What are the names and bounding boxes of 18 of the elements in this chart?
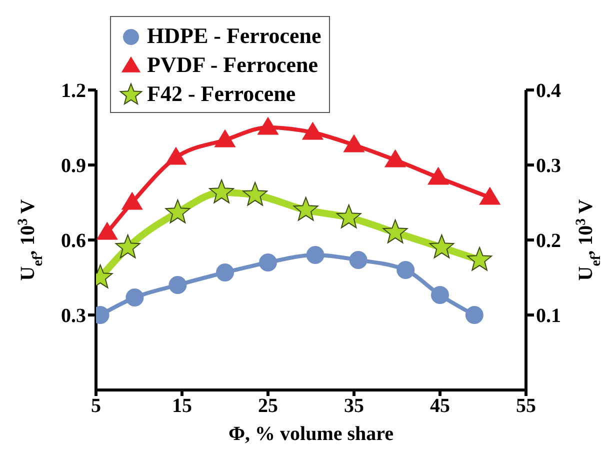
x-tick-label: 55 xyxy=(516,395,536,418)
y2-tick-label: 0.3 xyxy=(536,155,561,178)
legend-label: HDPE - Ferrocene xyxy=(147,22,322,50)
y2-tick-label: 0.1 xyxy=(536,305,561,328)
y2-tick-label: 0.2 xyxy=(536,230,561,252)
x-axis-title: Φ, % volume share xyxy=(228,423,394,445)
x-tick-label: 25 xyxy=(258,395,278,418)
y-tick-label: 1.2 xyxy=(61,80,86,102)
legend-label: PVDF - Ferrocene xyxy=(147,51,318,79)
x-tick-label: 35 xyxy=(344,395,364,418)
y-tick-label: 0.3 xyxy=(61,305,86,328)
legend-label: F42 - Ferrocene xyxy=(147,80,296,108)
x-tick-label: 45 xyxy=(430,395,450,418)
y-tick-label: 0.9 xyxy=(61,155,86,178)
y2-tick-label: 0.4 xyxy=(536,80,561,102)
x-tick-label: 15 xyxy=(172,395,192,418)
y-tick-label: 0.6 xyxy=(61,230,86,252)
x-tick-label: 5 xyxy=(91,395,101,418)
